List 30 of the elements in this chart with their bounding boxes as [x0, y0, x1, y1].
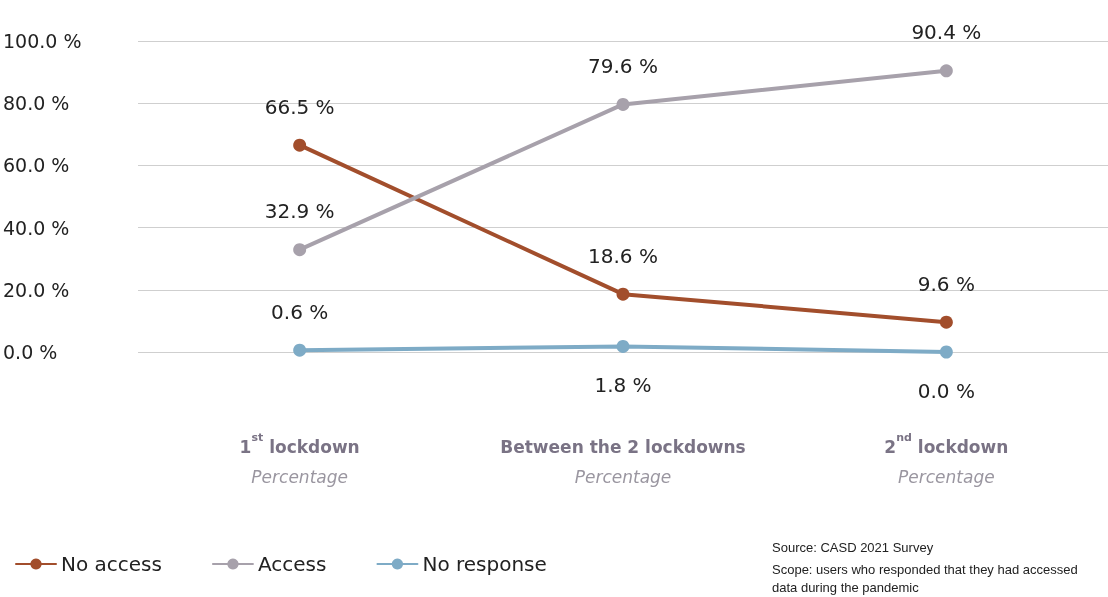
point	[616, 339, 630, 353]
y-tick-label: 20.0 %	[3, 278, 70, 301]
data-label: 1.8 %	[594, 372, 652, 397]
data-label: 0.0 %	[917, 378, 975, 403]
y-tick-label: 40.0 %	[3, 216, 70, 239]
point	[616, 97, 630, 111]
text: Scope: users who responded that they had accessed data during the pandemic	[772, 561, 1082, 595]
point	[616, 287, 630, 301]
data-label: 0.6 %	[271, 299, 329, 324]
point	[939, 315, 953, 329]
legend-label: Access	[257, 552, 327, 576]
y-tick-label: 0.0 %	[3, 341, 58, 363]
data-label: 90.4 %	[911, 20, 982, 45]
data-label: 18.6 %	[588, 243, 658, 268]
y-tick-label: 100.0 %	[3, 30, 82, 52]
point	[293, 343, 307, 357]
point	[293, 243, 307, 257]
data-label: 79.6 %	[588, 53, 658, 78]
y-tick-label: 80.0 %	[3, 92, 70, 115]
source-note: Source: CASD 2021 Survey	[772, 539, 934, 555]
point	[939, 345, 953, 359]
point	[293, 138, 307, 152]
x-tick-label: Between the 2 lockdowns Percentage	[500, 437, 746, 487]
y-tick-label: 60.0 %	[3, 154, 70, 177]
data-label: 66.5 %	[264, 94, 335, 119]
point	[939, 64, 953, 78]
data-label: 32.9 %	[264, 199, 335, 224]
legend-label: No access	[61, 552, 162, 576]
legend-label: No response	[422, 552, 547, 576]
data-label: 9.6 %	[917, 271, 975, 296]
